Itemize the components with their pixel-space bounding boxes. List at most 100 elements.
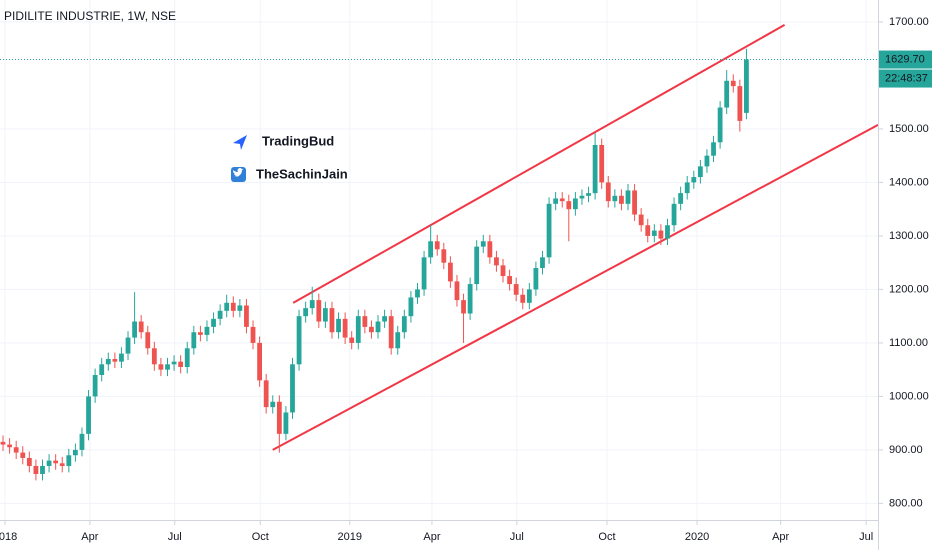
candle-body: [309, 300, 315, 309]
last-price-box: [879, 50, 932, 69]
last-price-label: 1629.70: [885, 53, 925, 65]
candle-body: [329, 308, 335, 333]
candle-body: [217, 310, 223, 319]
y-tick-label: 1700.00: [889, 16, 929, 28]
annotation: TheSachinJain: [256, 166, 348, 181]
x-tick-label: Apr: [81, 531, 98, 543]
candle-body: [342, 318, 348, 338]
candle-body: [678, 193, 684, 204]
x-tick-label: 2018: [0, 531, 17, 543]
candle-body: [263, 380, 269, 408]
countdown-label: 22:48:37: [885, 72, 928, 84]
candle-body: [125, 337, 131, 354]
candle-body: [276, 401, 282, 434]
candle-body: [520, 294, 526, 303]
candle-body: [428, 241, 434, 258]
candle-body: [651, 230, 657, 236]
candle-body: [375, 321, 381, 333]
candle-body: [283, 412, 289, 434]
candle-body: [316, 300, 322, 322]
candle-body: [290, 364, 295, 413]
candle-body: [112, 358, 118, 362]
countdown-box: [879, 69, 932, 88]
candle-body: [369, 326, 374, 333]
candle-body: [415, 289, 420, 298]
candle-body: [447, 262, 453, 282]
candle-body: [355, 316, 361, 343]
candle-body: [592, 144, 598, 194]
candle-body: [461, 300, 466, 314]
twitter-bird: [233, 168, 244, 177]
candle-body: [737, 86, 743, 121]
candle-body: [178, 361, 184, 367]
x-tick-label: 2019: [337, 531, 361, 543]
candle-body: [322, 308, 328, 322]
candle-body: [244, 305, 249, 327]
candle-body: [671, 203, 677, 226]
candle-body: [99, 364, 105, 376]
x-tick-label: Apr: [772, 531, 789, 543]
candle-body: [566, 201, 572, 210]
x-tick-label: Jul: [510, 531, 524, 543]
y-tick-label: 1100.00: [889, 337, 928, 349]
annotation: TradingBud: [262, 133, 334, 148]
candle-body: [500, 265, 506, 277]
candle-body: [20, 452, 26, 458]
candle-body: [625, 190, 631, 204]
candle-body: [494, 257, 499, 266]
candle-body: [474, 246, 480, 285]
x-tick-label: Jul: [168, 531, 182, 543]
candle-body: [237, 305, 243, 311]
y-tick-label: 1200.00: [889, 283, 929, 295]
candle-body: [684, 182, 690, 194]
candle-body: [645, 225, 651, 236]
candle-body: [230, 302, 236, 311]
candle-body: [724, 80, 730, 108]
candle-body: [184, 348, 190, 367]
candle-body: [119, 353, 124, 362]
candle-body: [165, 364, 170, 370]
candle-body: [46, 460, 52, 466]
candle-body: [86, 396, 91, 434]
candle-body: [303, 308, 309, 317]
candle-body: [171, 361, 177, 365]
candle-body: [7, 444, 13, 448]
candle-body: [526, 289, 532, 303]
candle-body: [559, 198, 565, 202]
candle-body: [13, 447, 19, 453]
chart-title: PIDILITE INDUSTRIE, 1W, NSE: [4, 9, 176, 23]
x-tick-label: Jul: [859, 531, 873, 543]
candle-body: [553, 198, 559, 204]
candle-body: [53, 460, 59, 464]
candle-body: [658, 230, 664, 239]
candle-body: [66, 455, 72, 466]
candle-body: [540, 257, 545, 269]
y-tick-label: 1300.00: [889, 230, 929, 242]
candle-body: [704, 155, 710, 167]
x-tick-label: Apr: [423, 531, 440, 543]
candle-body: [336, 318, 341, 333]
candle-body: [467, 284, 473, 314]
y-tick-label: 1400.00: [889, 176, 929, 188]
candle-body: [158, 364, 164, 370]
candle-body: [513, 284, 519, 295]
candle-body: [533, 268, 539, 290]
candle-body: [454, 281, 460, 301]
candle-body: [72, 449, 78, 456]
candle-body: [434, 241, 440, 250]
candle-body: [257, 342, 262, 381]
candle-body: [586, 193, 591, 196]
candle-body: [421, 257, 427, 290]
candle-body: [744, 59, 749, 113]
candle-body: [579, 195, 585, 199]
candle-body: [197, 332, 203, 335]
candle-body: [362, 316, 368, 327]
x-tick-label: Oct: [252, 531, 269, 543]
candle-body: [79, 433, 85, 450]
candle-body: [224, 302, 230, 311]
candle-body: [395, 332, 401, 349]
candle-body: [191, 332, 197, 349]
candle-body: [92, 375, 98, 397]
x-tick-label: 2020: [685, 531, 709, 543]
